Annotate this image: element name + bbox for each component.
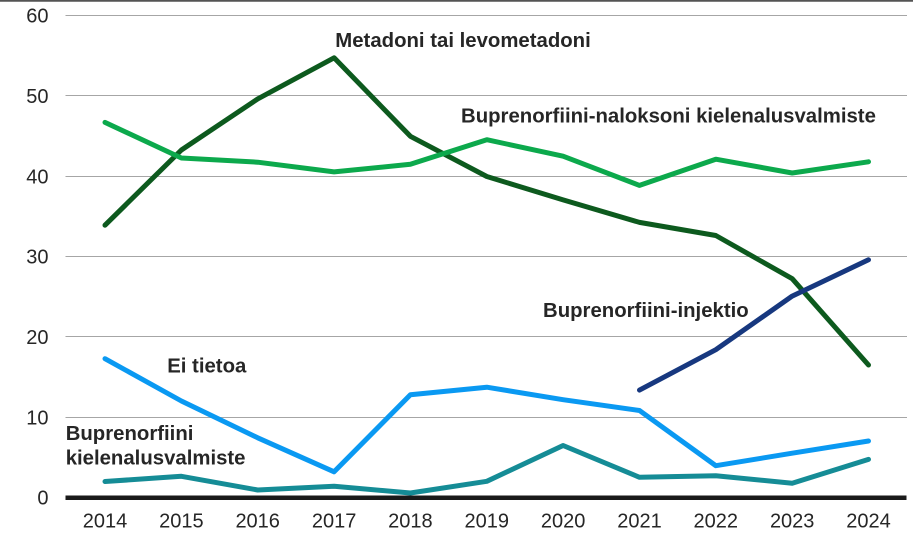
svg-text:2024: 2024 [846, 511, 891, 533]
svg-text:Buprenorfiini-injektio: Buprenorfiini-injektio [543, 300, 749, 322]
svg-text:Ei tietoa: Ei tietoa [167, 355, 247, 377]
svg-text:40: 40 [26, 166, 48, 188]
svg-text:2020: 2020 [541, 511, 586, 533]
svg-text:2023: 2023 [770, 511, 815, 533]
svg-text:2021: 2021 [617, 511, 662, 533]
svg-text:2019: 2019 [465, 511, 510, 533]
svg-text:30: 30 [26, 247, 48, 269]
svg-text:2017: 2017 [312, 511, 357, 533]
svg-text:2014: 2014 [83, 511, 128, 533]
svg-text:kielenalusvalmiste: kielenalusvalmiste [66, 448, 246, 470]
svg-text:10: 10 [26, 407, 48, 429]
svg-text:Buprenorfiini-naloksoni kielen: Buprenorfiini-naloksoni kielenalusvalmis… [461, 105, 876, 127]
svg-text:2018: 2018 [388, 511, 433, 533]
svg-text:Buprenorfiini: Buprenorfiini [66, 423, 194, 445]
svg-text:50: 50 [26, 86, 48, 108]
svg-text:20: 20 [26, 327, 48, 349]
svg-text:2015: 2015 [159, 511, 204, 533]
svg-text:2016: 2016 [235, 511, 280, 533]
svg-text:2022: 2022 [694, 511, 739, 533]
svg-text:Metadoni tai levometadoni: Metadoni tai levometadoni [335, 30, 590, 52]
svg-text:60: 60 [26, 6, 48, 28]
svg-text:0: 0 [37, 488, 48, 510]
